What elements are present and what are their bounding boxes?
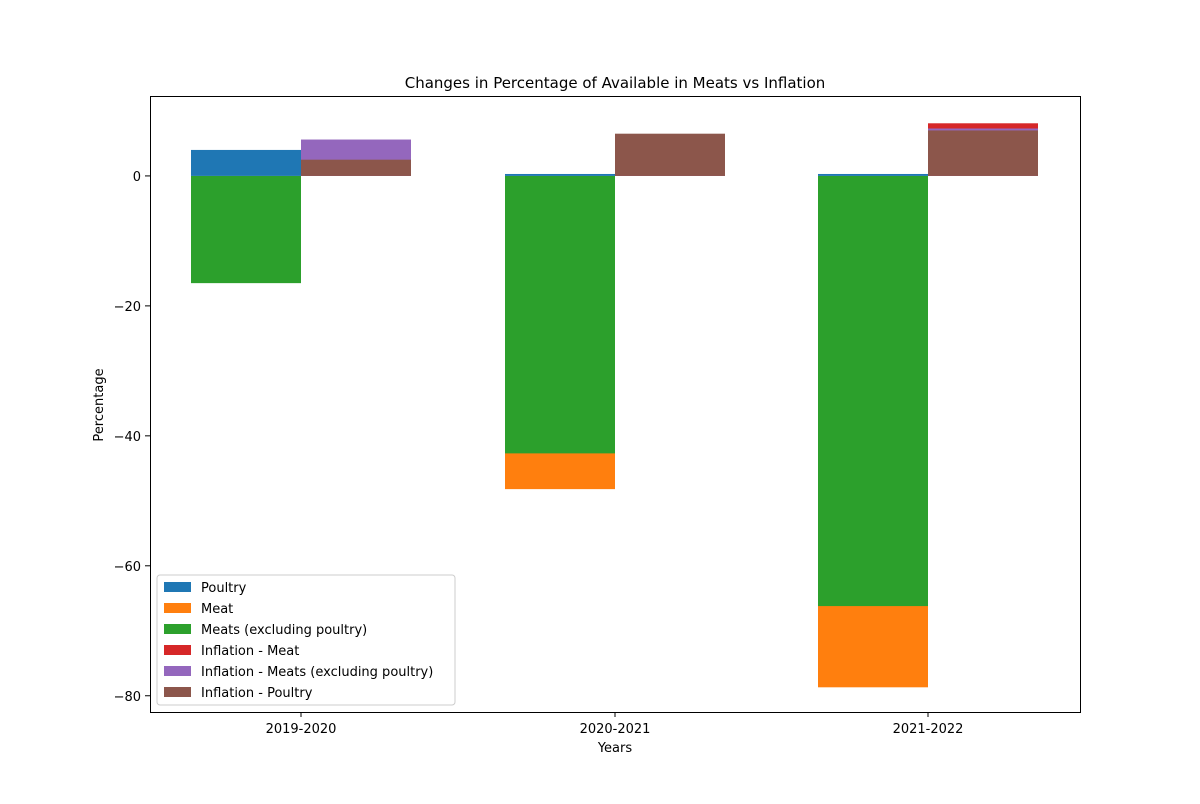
legend-label: Meats (excluding poultry) <box>201 623 367 638</box>
legend-box <box>156 574 456 706</box>
bar-meats-excluding-poultry-2021-2022 <box>818 175 928 607</box>
legend-swatch <box>164 645 191 655</box>
y-tick-label: −60 <box>114 560 141 575</box>
y-axis-label: Percentage <box>92 368 107 441</box>
x-ticks-layer: 2019-2020 2020-2021 2021-2022 <box>266 712 964 737</box>
bar-poultry-2019-2020 <box>191 149 301 176</box>
legend-label: Inflation - Meat <box>201 644 299 659</box>
x-tick-label: 2019-2020 <box>266 722 337 737</box>
legend-label: Meat <box>201 602 233 617</box>
legend-label: Inflation - Poultry <box>201 686 313 701</box>
y-tick-label: −80 <box>114 690 141 705</box>
y-ticks-layer: 0 −20 −40 −60 −80 <box>114 170 150 705</box>
x-tick-label: 2020-2021 <box>580 722 651 737</box>
bar-inflation-poultry-2020-2021 <box>615 133 725 176</box>
legend-swatch <box>164 624 191 634</box>
y-tick-label: 0 <box>133 170 141 185</box>
bar-meats-excluding-poultry-2019-2020 <box>191 175 301 284</box>
legend-label: Inflation - Meats (excluding poultry) <box>201 665 433 680</box>
legend-swatch <box>164 687 191 697</box>
legend-swatch <box>164 603 191 613</box>
bars-layer <box>191 123 1038 688</box>
bar-inflation-poultry-2019-2020 <box>301 159 411 176</box>
bar-poultry-2020-2021 <box>505 173 615 176</box>
bar-poultry-2021-2022 <box>818 173 928 176</box>
x-axis-label: Years <box>597 741 633 756</box>
legend: Poultry Meat Meats (excluding poultry) Infl… <box>156 574 456 706</box>
bar-meats-excluding-poultry-2020-2021 <box>505 175 615 454</box>
legend-swatch <box>164 666 191 676</box>
legend-swatch <box>164 582 191 592</box>
legend-label: Poultry <box>201 581 247 596</box>
x-tick-label: 2021-2022 <box>893 722 964 737</box>
y-tick-label: −40 <box>114 430 141 445</box>
y-tick-label: −20 <box>114 300 141 315</box>
bar-inflation-poultry-2021-2022 <box>928 130 1038 176</box>
chart-title: Changes in Percentage of Available in Me… <box>405 74 826 92</box>
